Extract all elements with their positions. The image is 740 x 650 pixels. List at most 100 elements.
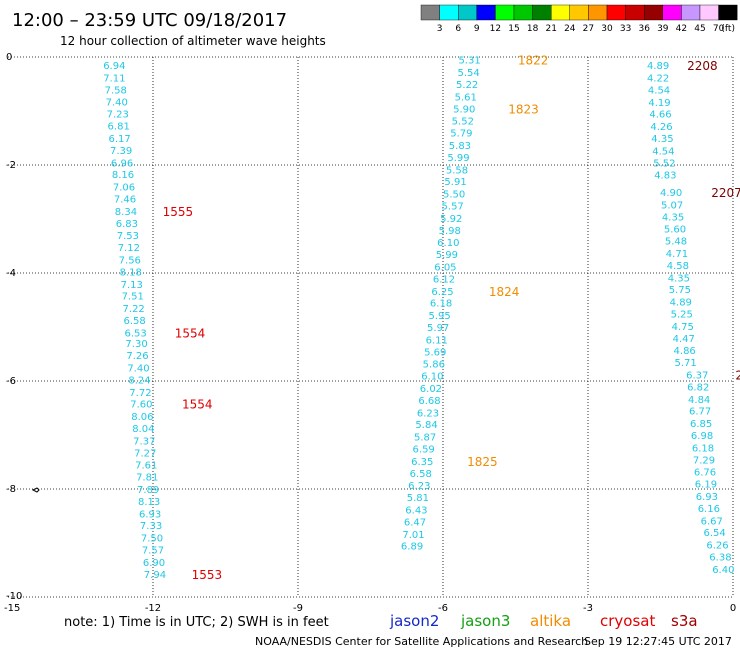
wave-height-value: 6.82 (687, 382, 709, 393)
lat-tick-label: -8 (6, 484, 16, 495)
wave-height-colorbar: 3 6 9 12 15 18 21 24 27 30 33 36 39 42 45 70(ft) (420, 4, 738, 34)
colorbar-swatch (644, 4, 664, 21)
lat-tick-label: -10 (6, 591, 22, 602)
wave-height-value: 6.76 (694, 468, 716, 479)
colorbar-label: 15 (508, 24, 519, 34)
wave-height-value: 6.90 (143, 558, 165, 569)
wave-height-value: 6.38 (709, 553, 731, 564)
wave-height-value: 7.23 (107, 110, 129, 121)
wave-height-value: 6.25 (431, 287, 453, 298)
lat-tick-label: 0 (6, 52, 12, 63)
colorbar-label: 24 (564, 24, 576, 34)
colorbar-label: 12 (490, 24, 501, 34)
wave-height-value: 5.75 (669, 285, 691, 296)
wave-height-value: 6.43 (405, 506, 427, 517)
wave-height-value: 5.92 (440, 214, 462, 225)
track-track-a: 6.947.117.587.407.236.816.177.396.968.16… (103, 61, 222, 582)
colorbar-label: 45 (694, 24, 705, 34)
colorbar-label: 27 (583, 24, 594, 34)
wave-height-value: 5.48 (665, 237, 687, 248)
satellite-tracks: 6.947.117.587.407.236.816.177.396.968.16… (103, 54, 740, 582)
wave-height-value: 7.81 (136, 473, 158, 484)
wave-height-value: 4.90 (660, 188, 682, 199)
wave-height-value: 7.50 (141, 534, 163, 545)
wave-height-value: 5.71 (675, 358, 697, 369)
wave-height-value: 7.60 (130, 400, 152, 411)
satellite-legend: jason2 jason3 altika cryosat s3a (389, 612, 698, 630)
wave-height-value: 6.83 (116, 219, 138, 230)
wave-height-value: 7.58 (105, 85, 127, 96)
wave-height-value: 4.71 (666, 249, 688, 260)
wave-height-value: 5.52 (653, 158, 675, 169)
wave-height-value: 5.69 (424, 347, 446, 358)
track-track-c: 4.894.224.544.194.664.264.354.545.524.83… (647, 59, 740, 576)
satellite-name: jason2 (389, 612, 439, 630)
footer-note: note: 1) Time is in UTC; 2) SWH is in fe… (64, 615, 329, 630)
satellite-name: altika (530, 612, 571, 630)
lon-tick-label: -6 (438, 603, 448, 614)
wave-height-value: 7.72 (129, 388, 151, 399)
colorbar-label: (ft) (721, 24, 735, 34)
lon-tick-label: 0 (730, 603, 736, 614)
wave-height-value: 5.81 (407, 493, 429, 504)
wave-height-value: 8.18 (120, 267, 142, 278)
colorbar-label: 70 (713, 24, 725, 34)
lon-tick-label: -9 (293, 603, 303, 614)
pass-time-label: 2207 (711, 186, 740, 200)
wave-height-value: 5.61 (455, 92, 477, 103)
wave-height-value: 6.94 (103, 61, 125, 72)
satellite-name: jason3 (460, 612, 510, 630)
wave-height-value: 6.40 (712, 565, 734, 576)
wave-height-value: 7.39 (110, 146, 132, 157)
colorbar-swatch (588, 4, 608, 21)
colorbar-swatch (513, 4, 533, 21)
pass-time-label: 1554 (175, 326, 206, 340)
colorbar-swatch (458, 4, 478, 21)
colorbar-swatch (718, 4, 738, 21)
wave-height-value: 6.89 (401, 542, 423, 553)
wave-height-value: 8.04 (132, 424, 154, 435)
colorbar-swatch (681, 4, 701, 21)
wave-height-value: 7.61 (135, 461, 157, 472)
wave-height-value: 6.67 (701, 516, 723, 527)
wave-height-value: 7.30 (125, 339, 147, 350)
wave-height-value: 5.95 (428, 311, 450, 322)
wave-height-value: 6.58 (410, 469, 432, 480)
wave-height-value: 5.83 (449, 141, 471, 152)
wave-height-value: 8.13 (138, 497, 160, 508)
wave-height-value: 7.13 (121, 280, 143, 291)
map-area: -15 -12 -9 -6 -3 00-2-4-6-8-10 6.947.117.587.… (4, 52, 740, 614)
colorbar-label: 21 (545, 24, 556, 34)
colorbar-swatch (625, 4, 645, 21)
wave-height-value: 6.23 (408, 481, 430, 492)
wave-height-value: 4.26 (650, 122, 672, 133)
colorbar-swatch (495, 4, 515, 21)
wave-height-value: 5.57 (442, 202, 464, 213)
wave-height-value: 6.10 (421, 372, 443, 383)
wave-height-value: 6.96 (111, 158, 133, 169)
colorbar-swatch (476, 4, 496, 21)
wave-height-value: 7.01 (402, 530, 424, 541)
wave-height-value: 6.59 (413, 445, 435, 456)
wave-height-value: 7.40 (127, 364, 149, 375)
wave-height-value: 5.07 (661, 200, 683, 211)
colorbar-label: 3 (437, 24, 443, 34)
colorbar-label: 42 (676, 24, 687, 34)
wave-height-value: 6.02 (420, 384, 442, 395)
wave-height-value: 5.60 (664, 225, 686, 236)
wave-height-value: 6.26 (706, 541, 728, 552)
lat-tick-label: -6 (6, 376, 16, 387)
colorbar-swatch (569, 4, 589, 21)
wave-height-value: 5.99 (436, 250, 458, 261)
wave-height-value: 5.22 (456, 80, 478, 91)
page-title: 12:00 – 23:59 UTC 09/18/2017 (12, 10, 287, 31)
colorbar-swatch (439, 4, 459, 21)
wave-height-value: 6.16 (698, 504, 720, 515)
wave-height-value: 4.35 (651, 134, 673, 145)
wave-height-value: 6.18 (692, 443, 714, 454)
footer-timestamp: Sep 19 12:27:45 UTC 2017 (584, 635, 732, 648)
wave-height-value: 6.37 (686, 371, 708, 382)
lon-tick-label: -3 (583, 603, 593, 614)
wave-height-value: 7.51 (122, 292, 144, 303)
